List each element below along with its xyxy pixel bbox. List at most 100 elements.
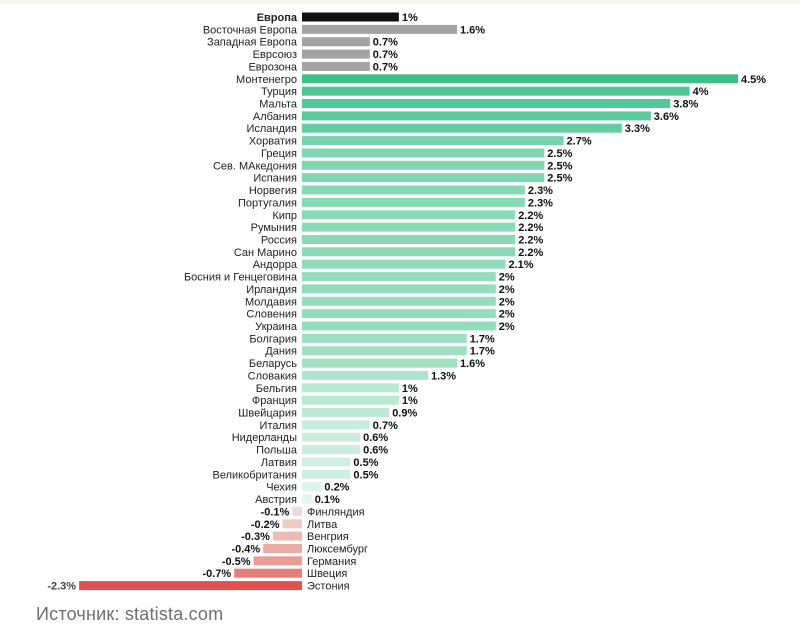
category-label-42: Венгрия [307, 531, 349, 543]
value-label-3: 0.7% [373, 49, 398, 61]
bar-36 [302, 457, 351, 467]
value-label-35: 0.6% [363, 445, 388, 457]
value-label-2: 0.7% [373, 37, 398, 49]
value-label-8: 3.6% [654, 111, 679, 123]
bar-29 [302, 370, 428, 380]
value-label-19: 2.2% [518, 247, 543, 259]
category-label-39: Австрия [255, 494, 297, 506]
bar-23 [302, 296, 496, 306]
value-label-7: 3.8% [673, 99, 698, 111]
value-label-38: 0.2% [324, 482, 349, 494]
value-label-23: 2% [499, 296, 515, 308]
value-label-43: -0.4% [231, 544, 260, 556]
bar-20 [302, 259, 506, 269]
bar-4 [302, 61, 370, 71]
bar-14 [302, 185, 525, 195]
category-label-45: Швеция [307, 568, 347, 580]
bar-0 [302, 12, 399, 22]
category-label-6: Турция [261, 86, 297, 98]
value-label-16: 2.2% [518, 210, 543, 222]
category-label-46: Эстония [307, 581, 350, 593]
category-label-11: Греция [261, 148, 297, 160]
bar-33 [302, 420, 370, 430]
category-label-32: Швейцария [238, 408, 297, 420]
category-label-22: Ирландия [246, 284, 297, 296]
bar-10 [302, 136, 564, 146]
category-label-33: Италия [260, 420, 298, 432]
bar-46 [79, 581, 302, 591]
bar-chart: Европа 1% Восточная Европа 1.6% Западная Евр… [47, 12, 766, 593]
category-label-26: Болгария [249, 333, 297, 345]
value-label-33: 0.7% [373, 420, 398, 432]
value-label-26: 1.7% [470, 333, 495, 345]
category-label-21: Босния и Генцеговина [184, 272, 298, 284]
value-label-13: 2.5% [547, 173, 572, 185]
bar-25 [302, 321, 496, 331]
bar-6 [302, 86, 690, 96]
bar-17 [302, 222, 516, 232]
value-label-21: 2% [499, 272, 515, 284]
value-label-32: 0.9% [392, 408, 417, 420]
category-label-1: Восточная Европа [203, 24, 298, 36]
bar-16 [302, 210, 516, 220]
bar-42 [272, 531, 302, 541]
value-label-6: 4% [693, 86, 709, 98]
category-label-12: Сев. МАкедония [213, 160, 297, 172]
bar-45 [234, 568, 302, 578]
value-label-29: 1.3% [431, 370, 456, 382]
category-label-19: Сан Марино [234, 247, 297, 259]
category-label-24: Словения [246, 309, 297, 321]
category-label-4: Еврозона [248, 61, 297, 73]
category-label-0: Европа [257, 12, 298, 24]
bar-30 [302, 383, 399, 393]
category-label-30: Бельгия [256, 383, 297, 395]
category-label-27: Дания [265, 346, 297, 358]
bar-8 [302, 111, 651, 121]
category-label-44: Германия [307, 556, 356, 568]
bar-41 [282, 519, 302, 529]
value-label-31: 1% [402, 395, 418, 407]
value-label-17: 2.2% [518, 222, 543, 234]
category-label-28: Беларусь [249, 358, 297, 370]
bar-37 [302, 469, 351, 479]
bar-22 [302, 284, 496, 294]
bar-27 [302, 346, 467, 356]
value-label-30: 1% [402, 383, 418, 395]
category-label-34: Нидерланды [232, 432, 297, 444]
category-label-16: Кипр [272, 210, 297, 222]
value-label-39: 0.1% [315, 494, 340, 506]
bar-28 [302, 358, 457, 368]
bar-26 [302, 333, 467, 343]
bar-40 [292, 506, 302, 516]
bar-13 [302, 173, 545, 183]
value-label-14: 2.3% [528, 185, 553, 197]
category-label-2: Западная Европа [207, 37, 298, 49]
value-label-1: 1.6% [460, 24, 485, 36]
value-label-25: 2% [499, 321, 515, 333]
bar-38 [302, 482, 322, 492]
value-label-0: 1% [402, 12, 418, 24]
category-label-15: Португалия [238, 197, 297, 209]
category-label-10: Хорватия [249, 136, 297, 148]
category-label-29: Словакия [248, 370, 297, 382]
value-label-27: 1.7% [470, 346, 495, 358]
value-label-4: 0.7% [373, 61, 398, 73]
value-label-24: 2% [499, 309, 515, 321]
bar-5 [302, 74, 739, 84]
bar-3 [302, 49, 370, 59]
value-label-20: 2.1% [509, 259, 534, 271]
bar-11 [302, 148, 545, 158]
value-label-42: -0.3% [241, 531, 270, 543]
category-label-20: Андорра [253, 259, 298, 271]
category-label-43: Люксембург [307, 544, 368, 556]
category-label-25: Украина [255, 321, 298, 333]
top-border [0, 0, 800, 4]
bar-32 [302, 408, 390, 417]
bar-15 [302, 197, 525, 207]
bar-39 [302, 494, 312, 504]
value-label-12: 2.5% [547, 160, 572, 172]
category-label-18: Россия [261, 235, 297, 247]
category-label-14: Норвегия [249, 185, 297, 197]
bar-44 [253, 556, 303, 566]
category-label-3: Еврсоюз [253, 49, 297, 61]
